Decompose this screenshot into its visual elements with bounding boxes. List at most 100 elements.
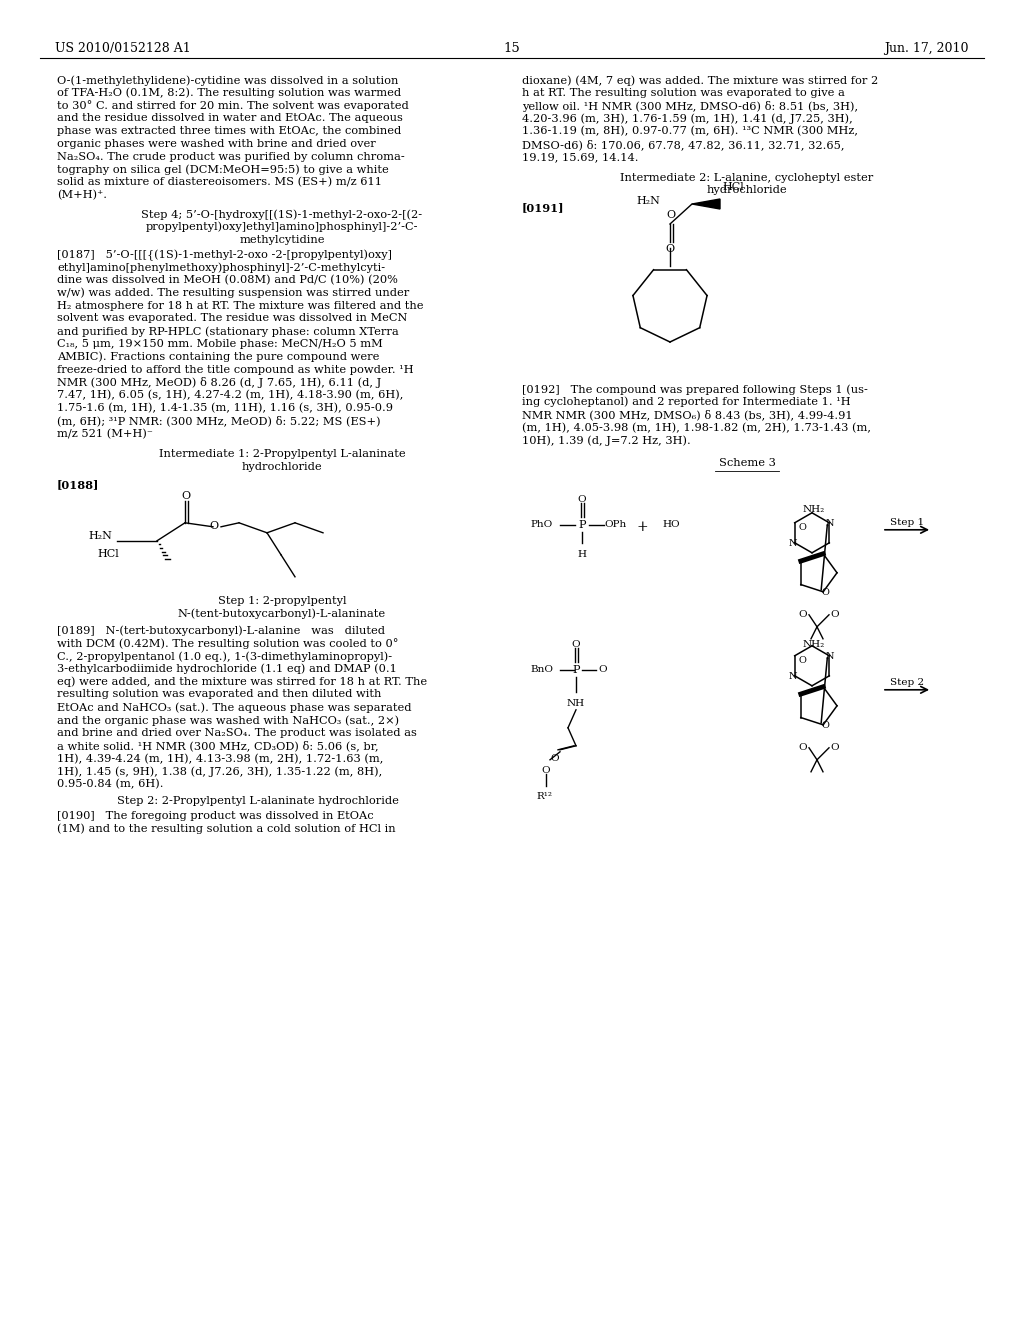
Text: (M+H)⁺.: (M+H)⁺. [57, 190, 106, 201]
Text: H₂N: H₂N [88, 531, 112, 541]
Text: Intermediate 1: 2-Propylpentyl L-alaninate: Intermediate 1: 2-Propylpentyl L-alanina… [159, 449, 406, 459]
Text: phase was extracted three times with EtOAc, the combined: phase was extracted three times with EtO… [57, 127, 401, 136]
Text: propylpentyl)oxy]ethyl]amino]phosphinyl]-2’-C-: propylpentyl)oxy]ethyl]amino]phosphinyl]… [145, 222, 418, 232]
Text: ethyl]amino[phenylmethoxy)phosphinyl]-2’-C-methylcyti-: ethyl]amino[phenylmethoxy)phosphinyl]-2’… [57, 263, 385, 273]
Text: of TFA-H₂O (0.1M, 8:2). The resulting solution was warmed: of TFA-H₂O (0.1M, 8:2). The resulting so… [57, 88, 401, 99]
Text: PhO: PhO [530, 520, 552, 529]
Text: 19.19, 15.69, 14.14.: 19.19, 15.69, 14.14. [522, 152, 639, 162]
Text: dioxane) (4M, 7 eq) was added. The mixture was stirred for 2: dioxane) (4M, 7 eq) was added. The mixtu… [522, 75, 879, 86]
Text: w/w) was added. The resulting suspension was stirred under: w/w) was added. The resulting suspension… [57, 288, 410, 298]
Text: O: O [799, 610, 807, 619]
Text: (m, 6H); ³¹P NMR: (300 MHz, MeOD) δ: 5.22; MS (ES+): (m, 6H); ³¹P NMR: (300 MHz, MeOD) δ: 5.2… [57, 416, 381, 426]
Text: solvent was evaporated. The residue was dissolved in MeCN: solvent was evaporated. The residue was … [57, 313, 408, 323]
Text: (m, 1H), 4.05-3.98 (m, 1H), 1.98-1.82 (m, 2H), 1.73-1.43 (m,: (m, 1H), 4.05-3.98 (m, 1H), 1.98-1.82 (m… [522, 422, 871, 433]
Text: P: P [572, 665, 580, 675]
Text: eq) were added, and the mixture was stirred for 18 h at RT. The: eq) were added, and the mixture was stir… [57, 677, 427, 688]
Text: Scheme 3: Scheme 3 [719, 458, 775, 469]
Text: [0191]: [0191] [522, 202, 564, 214]
Text: [0187]   5’-O-[[[{(1S)-1-methyl-2-oxo -2-[propylpentyl)oxy]: [0187] 5’-O-[[[{(1S)-1-methyl-2-oxo -2-[… [57, 249, 392, 261]
Text: Na₂SO₄. The crude product was purified by column chroma-: Na₂SO₄. The crude product was purified b… [57, 152, 404, 162]
Text: C., 2-propylpentanol (1.0 eq.), 1-(3-dimethylaminopropyl)-: C., 2-propylpentanol (1.0 eq.), 1-(3-dim… [57, 651, 392, 661]
Text: NH₂: NH₂ [803, 504, 825, 513]
Text: with DCM (0.42M). The resulting solution was cooled to 0°: with DCM (0.42M). The resulting solution… [57, 638, 398, 649]
Text: O: O [667, 210, 676, 220]
Text: O: O [542, 766, 550, 775]
Text: HCl: HCl [97, 549, 119, 558]
Text: Step 2: Step 2 [890, 677, 924, 686]
Text: dine was dissolved in MeOH (0.08M) and Pd/C (10%) (20%: dine was dissolved in MeOH (0.08M) and P… [57, 275, 398, 285]
Text: O: O [821, 587, 829, 597]
Text: ing cycloheptanol) and 2 reported for Intermediate 1. ¹H: ing cycloheptanol) and 2 reported for In… [522, 397, 851, 408]
Text: Step 1: 2-propylpentyl: Step 1: 2-propylpentyl [218, 595, 346, 606]
Text: N: N [788, 539, 797, 548]
Text: 4.20-3.96 (m, 3H), 1.76-1.59 (m, 1H), 1.41 (d, J7.25, 3H),: 4.20-3.96 (m, 3H), 1.76-1.59 (m, 1H), 1.… [522, 114, 853, 124]
Text: +: + [636, 520, 648, 533]
Text: Step 2: 2-Propylpentyl L-alaninate hydrochloride: Step 2: 2-Propylpentyl L-alaninate hydro… [117, 796, 399, 805]
Text: O: O [666, 244, 675, 253]
Text: AMBIC). Fractions containing the pure compound were: AMBIC). Fractions containing the pure co… [57, 352, 379, 363]
Text: hydrochloride: hydrochloride [707, 185, 787, 195]
Text: Jun. 17, 2010: Jun. 17, 2010 [885, 42, 969, 55]
Text: OPh: OPh [604, 520, 627, 529]
Text: 1H), 1.45 (s, 9H), 1.38 (d, J7.26, 3H), 1.35-1.22 (m, 8H),: 1H), 1.45 (s, 9H), 1.38 (d, J7.26, 3H), … [57, 766, 382, 776]
Text: O: O [598, 665, 606, 673]
Text: US 2010/0152128 A1: US 2010/0152128 A1 [55, 42, 190, 55]
Text: EtOAc and NaHCO₃ (sat.). The aqueous phase was separated: EtOAc and NaHCO₃ (sat.). The aqueous pha… [57, 702, 412, 713]
Text: [0190]   The foregoing product was dissolved in EtOAc: [0190] The foregoing product was dissolv… [57, 810, 374, 821]
Text: O: O [799, 523, 807, 532]
Text: NH: NH [567, 698, 585, 708]
Text: Step 1: Step 1 [890, 517, 924, 527]
Text: O: O [799, 743, 807, 752]
Text: 10H), 1.39 (d, J=7.2 Hz, 3H).: 10H), 1.39 (d, J=7.2 Hz, 3H). [522, 436, 691, 446]
Text: O: O [799, 656, 807, 665]
Text: 3-ethylcarbodiimide hydrochloride (1.1 eq) and DMAP (0.1: 3-ethylcarbodiimide hydrochloride (1.1 e… [57, 664, 397, 675]
Text: hydrochloride: hydrochloride [242, 462, 323, 473]
Text: [0188]: [0188] [57, 479, 99, 490]
Text: solid as mixture of diastereoisomers. MS (ES+) m/z 611: solid as mixture of diastereoisomers. MS… [57, 177, 382, 187]
Text: 1.36-1.19 (m, 8H), 0.97-0.77 (m, 6H). ¹³C NMR (300 MHz,: 1.36-1.19 (m, 8H), 0.97-0.77 (m, 6H). ¹³… [522, 127, 858, 136]
Text: 1H), 4.39-4.24 (m, 1H), 4.13-3.98 (m, 2H), 1.72-1.63 (m,: 1H), 4.39-4.24 (m, 1H), 4.13-3.98 (m, 2H… [57, 754, 383, 764]
Text: O: O [210, 521, 218, 531]
Text: NMR NMR (300 MHz, DMSO₆) δ 8.43 (bs, 3H), 4.99-4.91: NMR NMR (300 MHz, DMSO₆) δ 8.43 (bs, 3H)… [522, 409, 853, 420]
Text: and purified by RP-HPLC (stationary phase: column XTerra: and purified by RP-HPLC (stationary phas… [57, 326, 398, 337]
Text: freeze-dried to afford the title compound as white powder. ¹H: freeze-dried to afford the title compoun… [57, 364, 414, 375]
Text: Step 4; 5’-O-[hydroxy[[(1S)-1-methyl-2-oxo-2-[(2-: Step 4; 5’-O-[hydroxy[[(1S)-1-methyl-2-o… [141, 209, 423, 219]
Text: [0192]   The compound was prepared following Steps 1 (us-: [0192] The compound was prepared followi… [522, 384, 868, 395]
Text: O: O [578, 495, 587, 504]
Text: R¹²: R¹² [536, 792, 552, 801]
Text: Intermediate 2: L-alanine, cycloheptyl ester: Intermediate 2: L-alanine, cycloheptyl e… [621, 173, 873, 182]
Text: N: N [788, 672, 797, 681]
Text: m/z 521 (M+H)⁻: m/z 521 (M+H)⁻ [57, 429, 153, 440]
Text: O: O [830, 743, 840, 752]
Polygon shape [692, 199, 720, 209]
Text: (1M) and to the resulting solution a cold solution of HCl in: (1M) and to the resulting solution a col… [57, 824, 395, 834]
Text: H₂N: H₂N [636, 195, 660, 206]
Text: H: H [578, 550, 587, 558]
Text: O: O [821, 721, 829, 730]
Text: N-(tent-butoxycarbonyl)-L-alaninate: N-(tent-butoxycarbonyl)-L-alaninate [178, 609, 386, 619]
Text: NH₂: NH₂ [803, 640, 825, 649]
Text: organic phases were washed with brine and dried over: organic phases were washed with brine an… [57, 139, 376, 149]
Text: and the organic phase was washed with NaHCO₃ (sat., 2×): and the organic phase was washed with Na… [57, 715, 399, 726]
Text: 15: 15 [504, 42, 520, 55]
Text: HO: HO [662, 520, 680, 529]
Text: 7.47, 1H), 6.05 (s, 1H), 4.27-4.2 (m, 1H), 4.18-3.90 (m, 6H),: 7.47, 1H), 6.05 (s, 1H), 4.27-4.2 (m, 1H… [57, 391, 403, 400]
Text: tography on silica gel (DCM:MeOH=95:5) to give a white: tography on silica gel (DCM:MeOH=95:5) t… [57, 165, 389, 176]
Text: HCl: HCl [722, 182, 743, 191]
Text: methylcytidine: methylcytidine [240, 235, 325, 244]
Text: H₂ atmosphere for 18 h at RT. The mixture was filtered and the: H₂ atmosphere for 18 h at RT. The mixtur… [57, 301, 424, 310]
Text: O-(1-methylethylidene)-cytidine was dissolved in a solution: O-(1-methylethylidene)-cytidine was diss… [57, 75, 398, 86]
Text: N: N [826, 652, 835, 661]
Text: NMR (300 MHz, MeOD) δ 8.26 (d, J 7.65, 1H), 6.11 (d, J: NMR (300 MHz, MeOD) δ 8.26 (d, J 7.65, 1… [57, 378, 381, 388]
Text: N: N [826, 519, 835, 528]
Text: O: O [571, 640, 581, 649]
Text: O: O [830, 610, 840, 619]
Text: C₁₈, 5 μm, 19×150 mm. Mobile phase: MeCN/H₂O 5 mM: C₁₈, 5 μm, 19×150 mm. Mobile phase: MeCN… [57, 339, 383, 348]
Text: h at RT. The resulting solution was evaporated to give a: h at RT. The resulting solution was evap… [522, 88, 845, 98]
Text: and the residue dissolved in water and EtOAc. The aqueous: and the residue dissolved in water and E… [57, 114, 402, 123]
Text: O: O [551, 754, 559, 763]
Text: a white solid. ¹H NMR (300 MHz, CD₃OD) δ: 5.06 (s, br,: a white solid. ¹H NMR (300 MHz, CD₃OD) δ… [57, 741, 379, 751]
Text: P: P [579, 520, 586, 529]
Text: O: O [181, 491, 190, 500]
Text: 1.75-1.6 (m, 1H), 1.4-1.35 (m, 11H), 1.16 (s, 3H), 0.95-0.9: 1.75-1.6 (m, 1H), 1.4-1.35 (m, 11H), 1.1… [57, 403, 393, 413]
